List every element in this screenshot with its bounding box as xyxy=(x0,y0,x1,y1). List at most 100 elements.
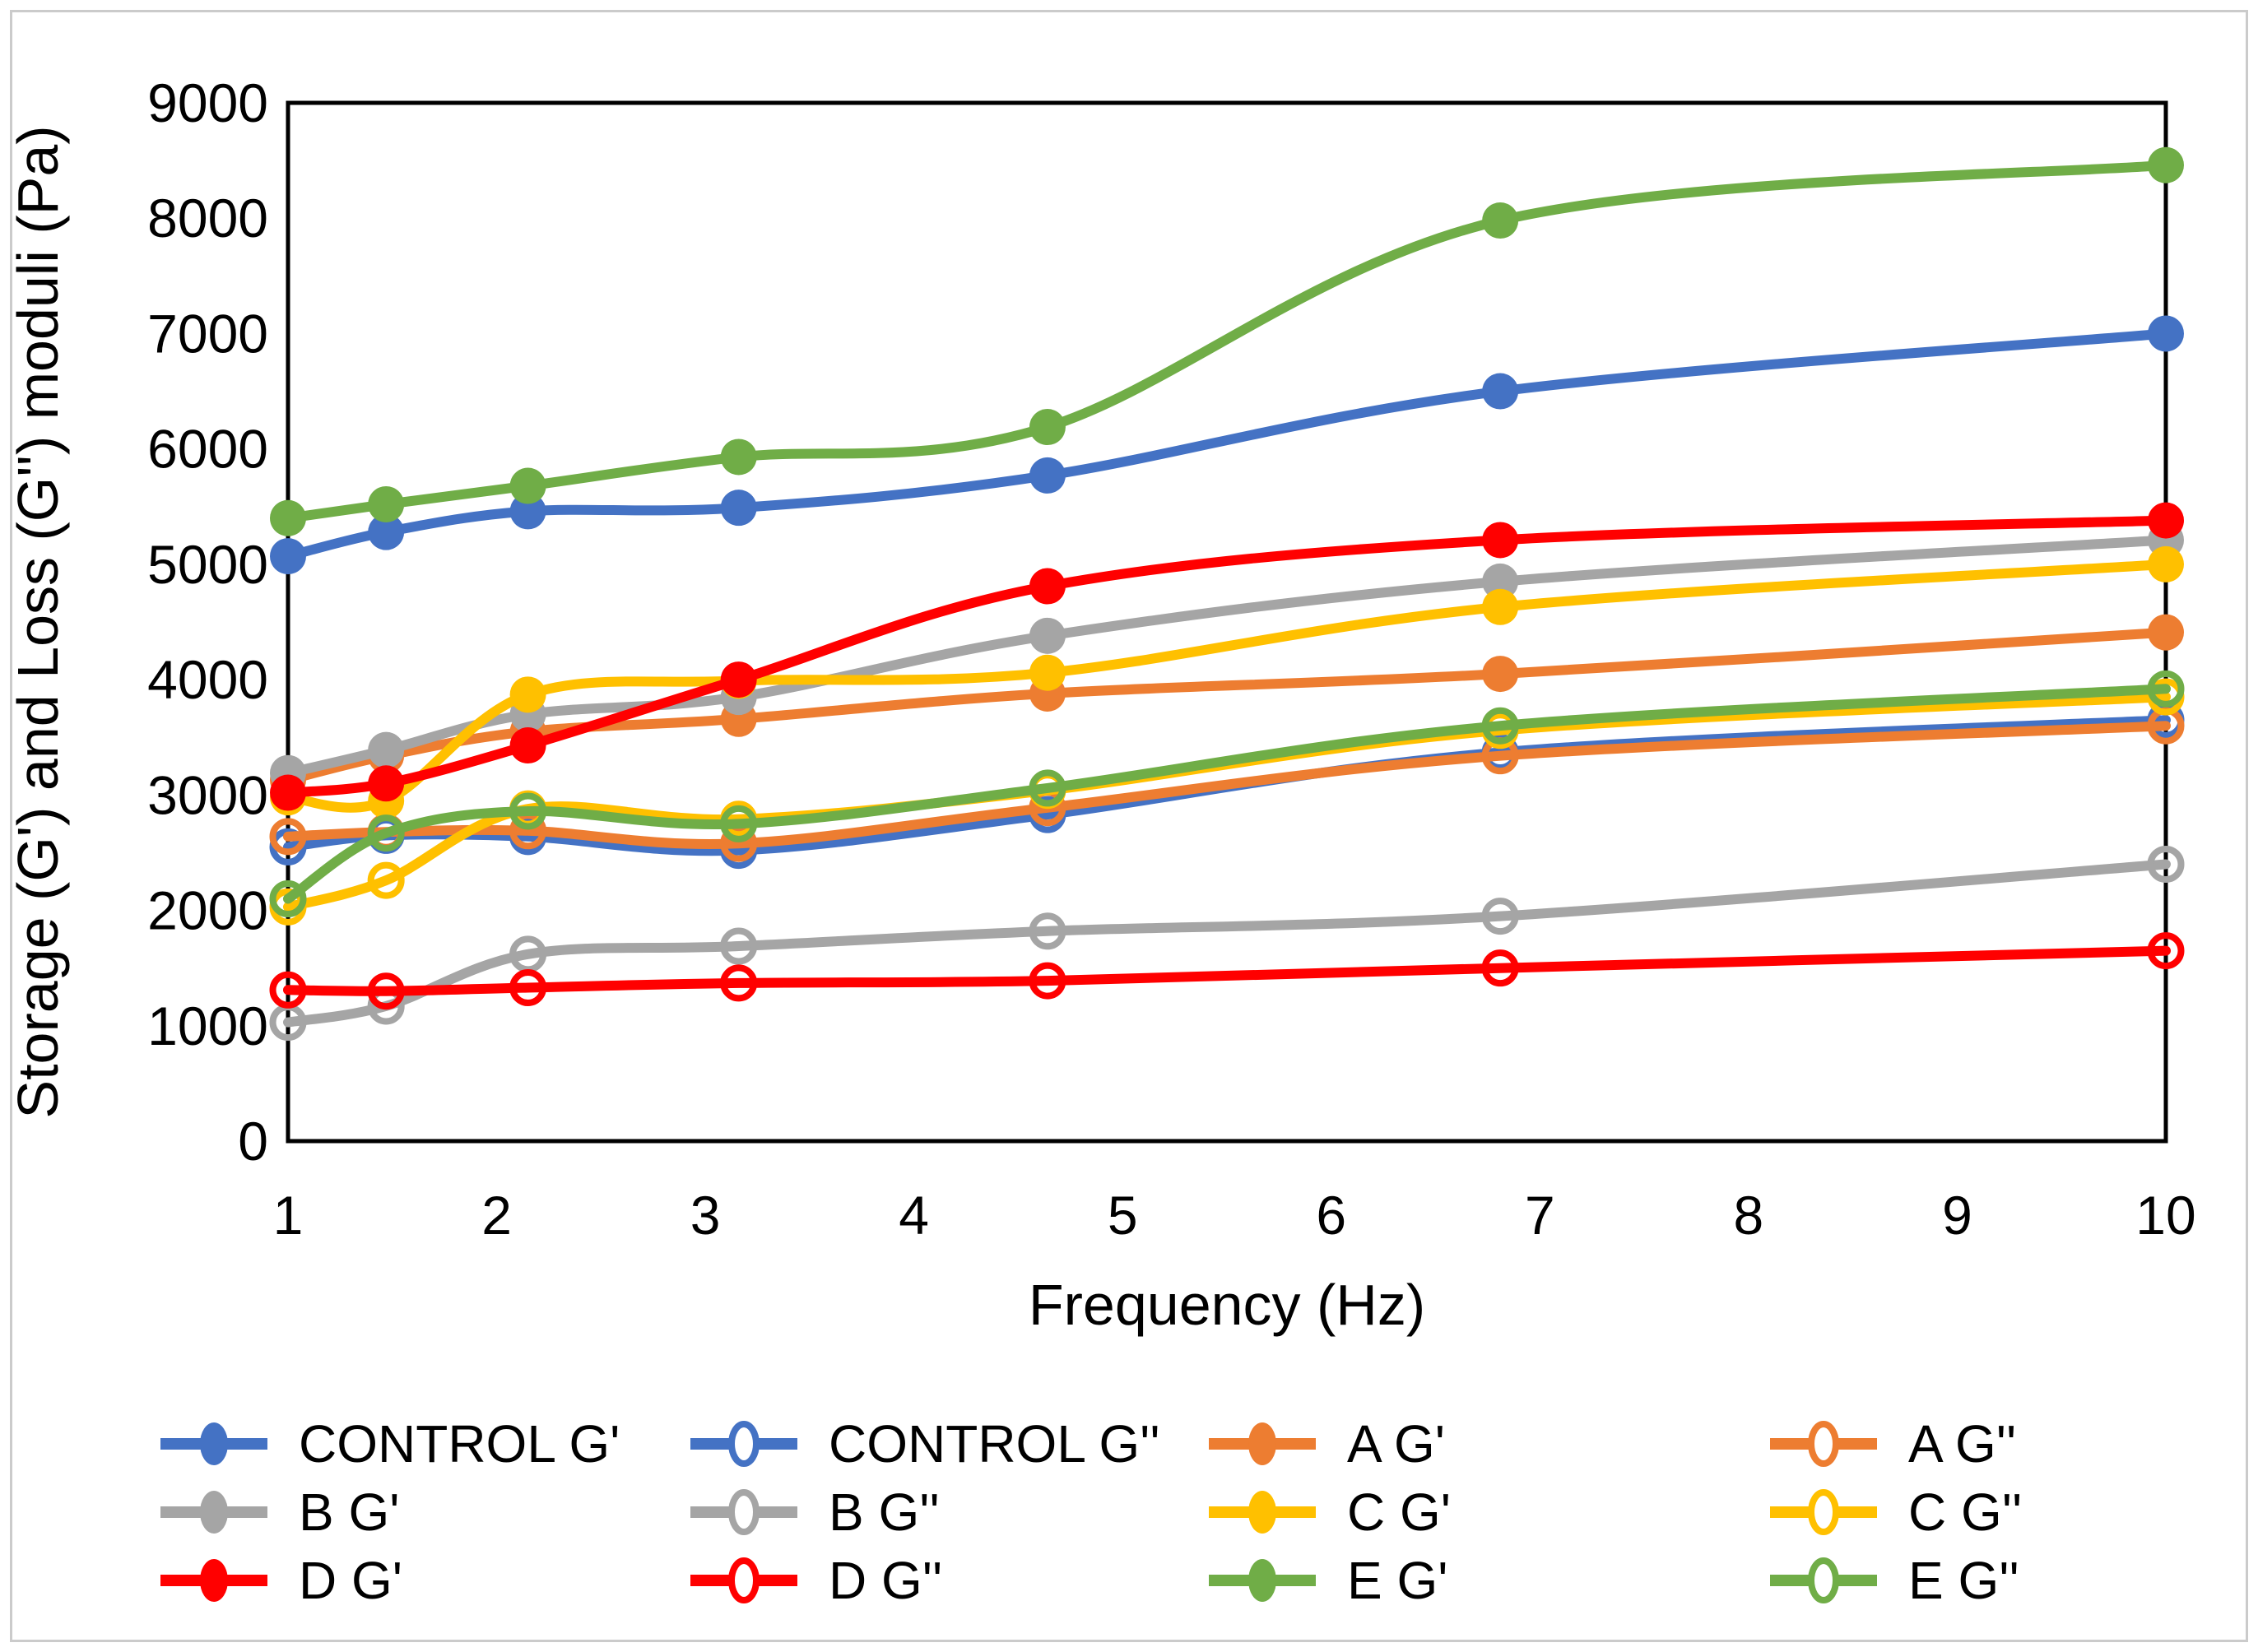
data-point-marker xyxy=(2148,545,2184,582)
series-e-g-dbl-prime xyxy=(269,670,2185,918)
legend-marker-open xyxy=(728,1557,760,1603)
y-tick-label: 1000 xyxy=(147,995,268,1056)
legend-label: B G'' xyxy=(829,1483,940,1542)
data-point-marker xyxy=(270,774,306,811)
data-point-marker xyxy=(1029,912,1066,950)
legend-item-d-g-prime: D G' xyxy=(160,1551,402,1610)
x-axis-title: Frequency (Hz) xyxy=(1029,1273,1425,1337)
data-point-marker xyxy=(1482,202,1519,239)
data-point-marker xyxy=(1029,457,1066,494)
series-line-b-g-dbl-prime xyxy=(283,859,2171,1028)
data-point-marker xyxy=(509,969,547,1007)
legend-label: CONTROL G' xyxy=(299,1414,620,1473)
legend-label: E G' xyxy=(1347,1551,1447,1610)
data-point-marker xyxy=(2148,315,2184,352)
legend-label: D G' xyxy=(299,1551,402,1610)
x-tick-label: 8 xyxy=(1734,1185,1764,1246)
series-line-b-g-prime xyxy=(283,535,2171,778)
legend-item-control-g-prime: CONTROL G' xyxy=(160,1414,620,1473)
data-point-marker xyxy=(509,467,546,504)
data-point-marker xyxy=(2148,614,2184,651)
series-line-a-g-dbl-prime xyxy=(283,721,2171,849)
legend-item-e-g-dbl-prime: E G'' xyxy=(1770,1551,2019,1610)
legend-item-b-g-prime: B G' xyxy=(160,1483,399,1542)
x-tick-label: 6 xyxy=(1316,1185,1346,1246)
y-tick-label: 6000 xyxy=(147,419,268,480)
data-point-marker xyxy=(1029,409,1066,446)
data-point-marker xyxy=(2148,502,2184,539)
series-line-d-g-prime xyxy=(283,515,2171,798)
data-point-marker xyxy=(720,490,757,527)
series-d-g-prime xyxy=(270,502,2184,811)
data-point-marker xyxy=(1481,898,1519,935)
x-tick-label: 10 xyxy=(2135,1185,2195,1246)
series-line-e-g-dbl-prime xyxy=(283,684,2171,904)
legend-label: C G' xyxy=(1347,1483,1451,1542)
legend-item-c-g-dbl-prime: C G'' xyxy=(1770,1483,2022,1542)
legend-marker-open xyxy=(728,1421,760,1467)
data-point-marker xyxy=(509,676,546,713)
data-point-marker xyxy=(1029,654,1066,691)
x-tick-label: 7 xyxy=(1525,1185,1555,1246)
series-b-g-dbl-prime xyxy=(269,845,2185,1042)
x-tick-label: 1 xyxy=(273,1185,304,1246)
data-point-marker xyxy=(509,727,546,764)
series-control-g-prime xyxy=(270,315,2184,575)
series-line-a-g-prime xyxy=(283,627,2171,786)
legend-item-c-g-prime: C G' xyxy=(1209,1483,1451,1542)
data-point-marker xyxy=(367,861,405,899)
legend-marker-open xyxy=(1808,1557,1839,1603)
legend-label: A G' xyxy=(1347,1414,1445,1473)
y-tick-label: 4000 xyxy=(147,649,268,710)
data-point-marker xyxy=(720,805,758,842)
y-tick-label: 7000 xyxy=(147,303,268,364)
x-tick-label: 5 xyxy=(1108,1185,1138,1246)
data-point-marker xyxy=(509,792,547,830)
legend-label: CONTROL G'' xyxy=(829,1414,1160,1473)
y-tick-label: 0 xyxy=(238,1111,268,1172)
data-point-marker xyxy=(1481,707,1519,745)
data-point-marker xyxy=(270,499,306,536)
data-point-marker xyxy=(1481,949,1519,987)
series-line-d-g-dbl-prime xyxy=(283,945,2171,996)
data-point-marker xyxy=(269,971,307,1009)
y-tick-label: 2000 xyxy=(147,880,268,941)
series-e-g-prime xyxy=(270,146,2184,536)
data-point-marker xyxy=(368,731,405,768)
legend-label: D G'' xyxy=(829,1551,942,1610)
legend-marker-filled xyxy=(1248,1422,1276,1465)
data-point-marker xyxy=(509,493,546,530)
data-point-marker xyxy=(1482,656,1519,693)
data-point-marker xyxy=(1029,769,1066,807)
legend-item-a-g-prime: A G' xyxy=(1209,1414,1445,1473)
data-point-marker xyxy=(720,439,757,476)
legend-marker-open xyxy=(1808,1421,1839,1467)
legend-marker-filled xyxy=(1248,1559,1276,1602)
legend-marker-open xyxy=(728,1489,760,1535)
data-point-marker xyxy=(367,972,405,1010)
data-point-marker xyxy=(368,485,405,522)
legend-item-d-g-dbl-prime: D G'' xyxy=(690,1551,942,1610)
y-tick-label: 5000 xyxy=(147,534,268,595)
data-point-marker xyxy=(269,880,307,918)
legend-item-a-g-dbl-prime: A G'' xyxy=(1770,1414,2016,1473)
data-point-marker xyxy=(1482,588,1519,625)
data-point-marker xyxy=(720,927,758,965)
legend-marker-filled xyxy=(200,1491,228,1534)
data-point-marker xyxy=(1482,522,1519,559)
series-line-c-g-prime xyxy=(283,559,2171,813)
data-point-marker xyxy=(1029,962,1066,1000)
series-a-g-dbl-prime xyxy=(269,707,2185,862)
legend-marker-open xyxy=(1808,1489,1839,1535)
data-point-marker xyxy=(2147,670,2185,708)
data-point-marker xyxy=(368,513,405,550)
y-axis-title: Storage (G') and Loss (G'') moduli (Pa) xyxy=(6,125,70,1118)
x-tick-label: 4 xyxy=(899,1185,929,1246)
data-point-marker xyxy=(2148,146,2184,183)
data-point-marker xyxy=(269,818,307,856)
data-point-marker xyxy=(1029,568,1066,605)
legend-marker-filled xyxy=(200,1559,228,1602)
x-tick-label: 2 xyxy=(481,1185,512,1246)
